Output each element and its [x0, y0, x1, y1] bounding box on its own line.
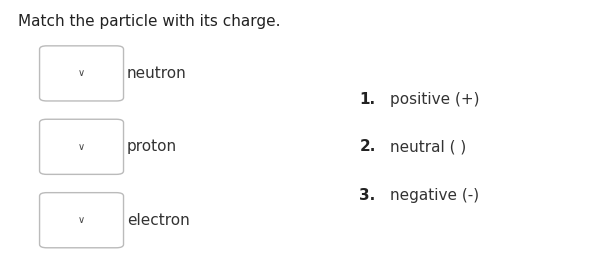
- Text: neutral ( ): neutral ( ): [390, 139, 466, 154]
- FancyBboxPatch shape: [40, 193, 124, 248]
- Text: ∨: ∨: [78, 142, 85, 152]
- Text: neutron: neutron: [127, 66, 187, 81]
- Text: 1.: 1.: [359, 92, 376, 107]
- Text: Match the particle with its charge.: Match the particle with its charge.: [18, 14, 281, 29]
- FancyBboxPatch shape: [40, 119, 124, 175]
- Text: proton: proton: [127, 139, 177, 154]
- Text: ∨: ∨: [78, 215, 85, 225]
- Text: negative (-): negative (-): [390, 188, 479, 203]
- Text: positive (+): positive (+): [390, 92, 479, 107]
- Text: electron: electron: [127, 213, 190, 228]
- Text: ∨: ∨: [78, 68, 85, 78]
- Text: 3.: 3.: [359, 188, 376, 203]
- Text: 2.: 2.: [359, 139, 376, 154]
- FancyBboxPatch shape: [40, 46, 124, 101]
